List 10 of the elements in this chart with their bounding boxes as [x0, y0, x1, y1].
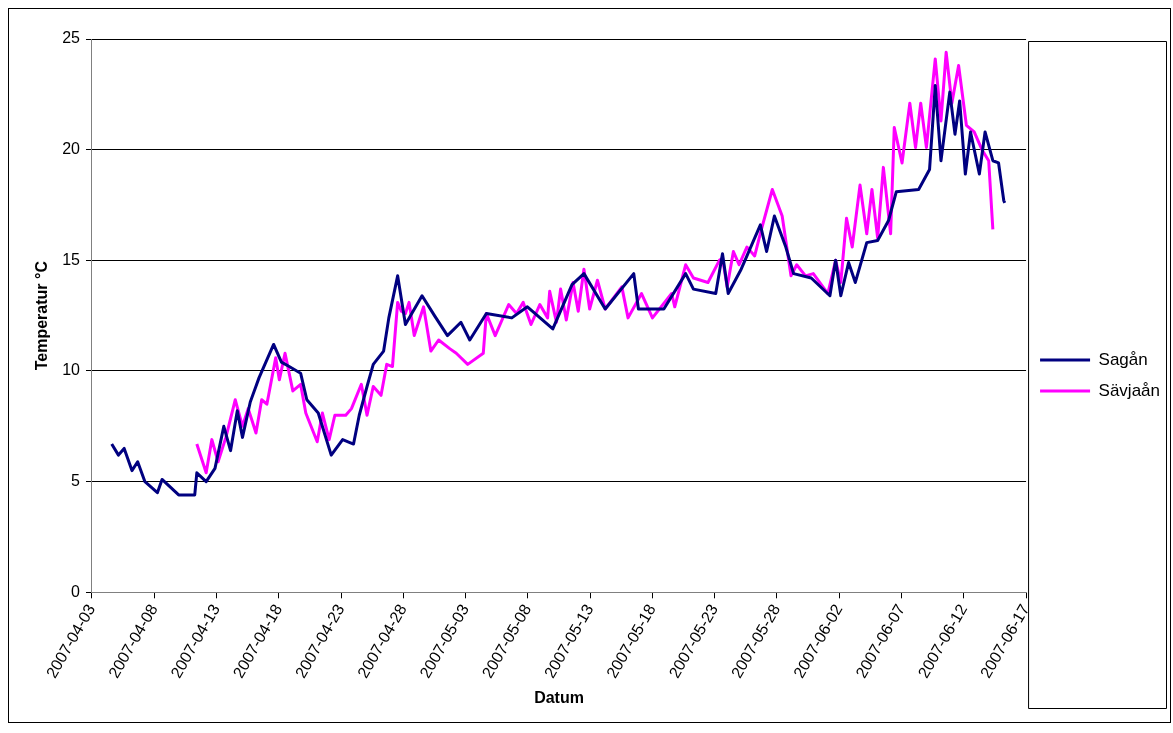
legend-label: Sävjaån: [1098, 380, 1160, 400]
y-tick-label: 15: [62, 250, 81, 268]
y-tick-label: 20: [62, 140, 81, 158]
y-tick-label: 10: [62, 361, 81, 379]
y-tick-label: 0: [71, 582, 81, 600]
y-tick-label: 25: [62, 29, 81, 47]
y-tick-label: 5: [71, 472, 81, 490]
x-axis-title: Datum: [534, 688, 584, 706]
legend-label: Sagån: [1098, 349, 1148, 369]
y-axis-title: Temperatur °C: [33, 260, 51, 371]
